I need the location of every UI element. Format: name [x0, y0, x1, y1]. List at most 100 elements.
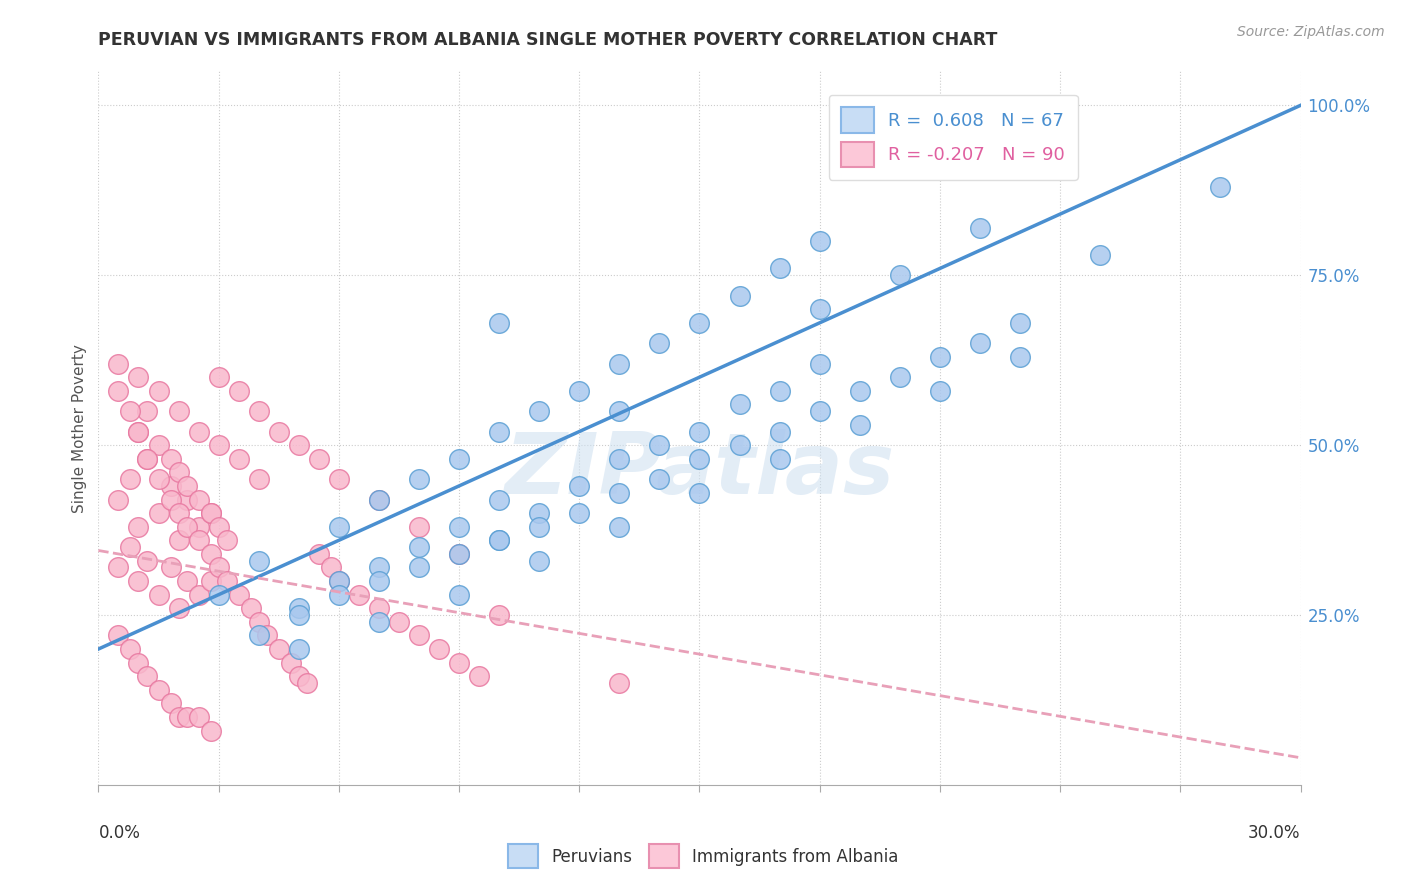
Point	[267, 642, 290, 657]
Point	[239, 601, 262, 615]
Point	[128, 370, 150, 384]
Point	[120, 472, 142, 486]
Point	[159, 697, 181, 711]
Point	[176, 519, 198, 533]
Point	[200, 506, 222, 520]
Point	[159, 560, 181, 574]
Point	[288, 669, 311, 683]
Point	[368, 601, 391, 615]
Point	[488, 316, 510, 330]
Point	[288, 608, 311, 623]
Point	[135, 554, 157, 568]
Point	[849, 384, 872, 398]
Point	[488, 533, 510, 548]
Point	[120, 404, 142, 418]
Point	[107, 357, 129, 371]
Point	[408, 472, 430, 486]
Point	[107, 492, 129, 507]
Point	[208, 588, 231, 602]
Point	[200, 574, 222, 588]
Point	[208, 370, 231, 384]
Point	[408, 519, 430, 533]
Point	[808, 302, 831, 317]
Point	[808, 404, 831, 418]
Legend: Peruvians, Immigrants from Albania: Peruvians, Immigrants from Albania	[501, 838, 905, 875]
Point	[256, 628, 278, 642]
Point	[808, 234, 831, 248]
Point	[135, 669, 157, 683]
Point	[728, 397, 751, 411]
Point	[128, 425, 150, 439]
Point	[1010, 316, 1032, 330]
Point	[929, 350, 952, 364]
Point	[148, 438, 170, 452]
Point	[167, 601, 190, 615]
Point	[488, 425, 510, 439]
Point	[609, 485, 631, 500]
Point	[228, 384, 250, 398]
Point	[648, 336, 671, 351]
Point	[447, 588, 470, 602]
Point	[176, 492, 198, 507]
Point	[187, 519, 209, 533]
Point	[689, 451, 711, 466]
Legend: R =  0.608   N = 67, R = -0.207   N = 90: R = 0.608 N = 67, R = -0.207 N = 90	[828, 95, 1077, 180]
Point	[167, 506, 190, 520]
Point	[609, 676, 631, 690]
Point	[529, 404, 551, 418]
Point	[228, 588, 250, 602]
Point	[808, 357, 831, 371]
Point	[187, 710, 209, 724]
Point	[447, 547, 470, 561]
Point	[609, 357, 631, 371]
Point	[167, 710, 190, 724]
Point	[148, 472, 170, 486]
Point	[1088, 248, 1111, 262]
Point	[247, 472, 270, 486]
Point	[308, 451, 330, 466]
Point	[120, 540, 142, 554]
Point	[148, 506, 170, 520]
Point	[148, 384, 170, 398]
Point	[728, 438, 751, 452]
Point	[167, 466, 190, 480]
Point	[288, 438, 311, 452]
Point	[187, 588, 209, 602]
Point	[568, 506, 591, 520]
Point	[728, 288, 751, 302]
Point	[368, 492, 391, 507]
Point	[247, 404, 270, 418]
Point	[328, 472, 350, 486]
Point	[208, 560, 231, 574]
Point	[176, 479, 198, 493]
Point	[529, 506, 551, 520]
Point	[148, 682, 170, 697]
Point	[328, 574, 350, 588]
Point	[929, 384, 952, 398]
Point	[368, 492, 391, 507]
Point	[388, 615, 411, 629]
Point	[969, 336, 991, 351]
Point	[135, 404, 157, 418]
Point	[408, 560, 430, 574]
Point	[468, 669, 491, 683]
Point	[408, 628, 430, 642]
Point	[148, 588, 170, 602]
Text: PERUVIAN VS IMMIGRANTS FROM ALBANIA SINGLE MOTHER POVERTY CORRELATION CHART: PERUVIAN VS IMMIGRANTS FROM ALBANIA SING…	[98, 31, 998, 49]
Point	[267, 425, 290, 439]
Point	[769, 451, 792, 466]
Point	[328, 519, 350, 533]
Point	[159, 479, 181, 493]
Text: 30.0%: 30.0%	[1249, 824, 1301, 842]
Point	[769, 261, 792, 276]
Point	[247, 554, 270, 568]
Point	[769, 425, 792, 439]
Point	[200, 506, 222, 520]
Point	[308, 547, 330, 561]
Point	[187, 492, 209, 507]
Point	[128, 519, 150, 533]
Point	[107, 628, 129, 642]
Point	[107, 560, 129, 574]
Point	[247, 615, 270, 629]
Point	[447, 519, 470, 533]
